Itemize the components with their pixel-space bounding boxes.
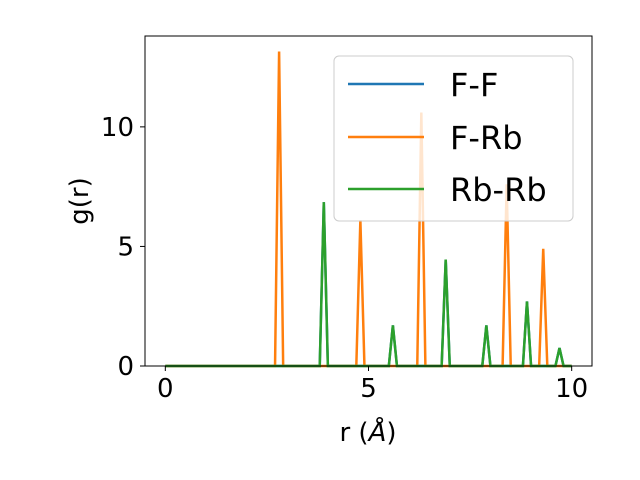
x-tick-label: 10 [555,374,588,404]
y-tick-label: 10 [101,113,134,143]
x-axis-label: r (Å) [339,416,396,448]
x-tick-label: 0 [157,374,174,404]
y-tick-label: 5 [117,232,134,262]
legend-label-f-rb: F-Rb [450,119,523,157]
legend: F-F F-Rb Rb-Rb [333,55,574,222]
legend-box [333,55,574,222]
y-axis-label: g(r) [65,177,95,224]
y-tick-label: 0 [117,352,134,382]
legend-label-f-f: F-F [450,66,498,104]
legend-entries: F-F F-Rb Rb-Rb [348,66,547,209]
x-tick-label: 5 [360,374,377,404]
y-axis-ticks: 0 5 10 [101,113,145,382]
x-axis-ticks: 0 5 10 [157,366,588,404]
legend-label-rb-rb: Rb-Rb [450,171,547,209]
